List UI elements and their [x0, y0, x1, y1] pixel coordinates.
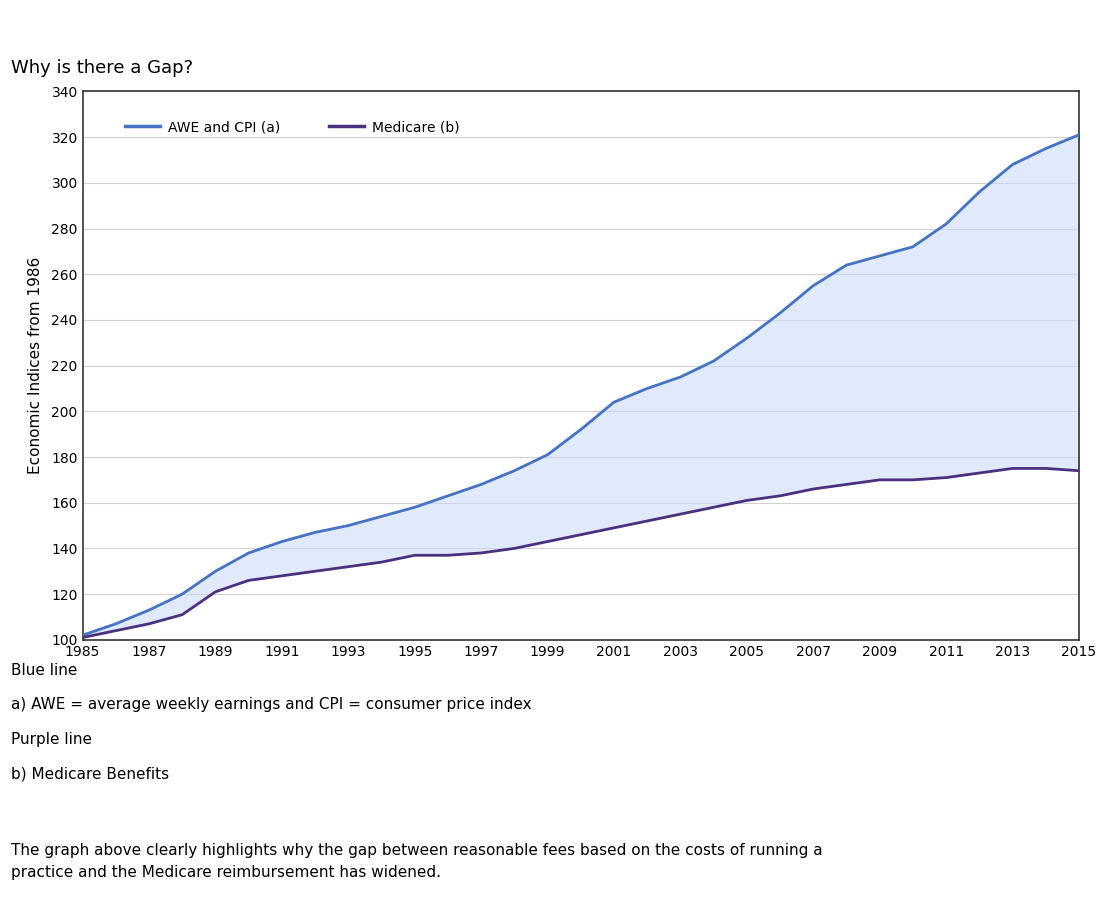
- Text: Blue line: Blue line: [11, 663, 77, 677]
- Y-axis label: Economic Indices from 1986: Economic Indices from 1986: [28, 257, 43, 474]
- Text: a) AWE = average weekly earnings and CPI = consumer price index: a) AWE = average weekly earnings and CPI…: [11, 697, 532, 712]
- Text: b) Medicare Benefits: b) Medicare Benefits: [11, 767, 170, 781]
- Text: Purple line: Purple line: [11, 732, 92, 747]
- Legend: AWE and CPI (a), Medicare (b): AWE and CPI (a), Medicare (b): [119, 115, 465, 140]
- Text: Why is there a Gap?: Why is there a Gap?: [11, 59, 193, 78]
- Text: The graph above clearly highlights why the gap between reasonable fees based on : The graph above clearly highlights why t…: [11, 843, 822, 880]
